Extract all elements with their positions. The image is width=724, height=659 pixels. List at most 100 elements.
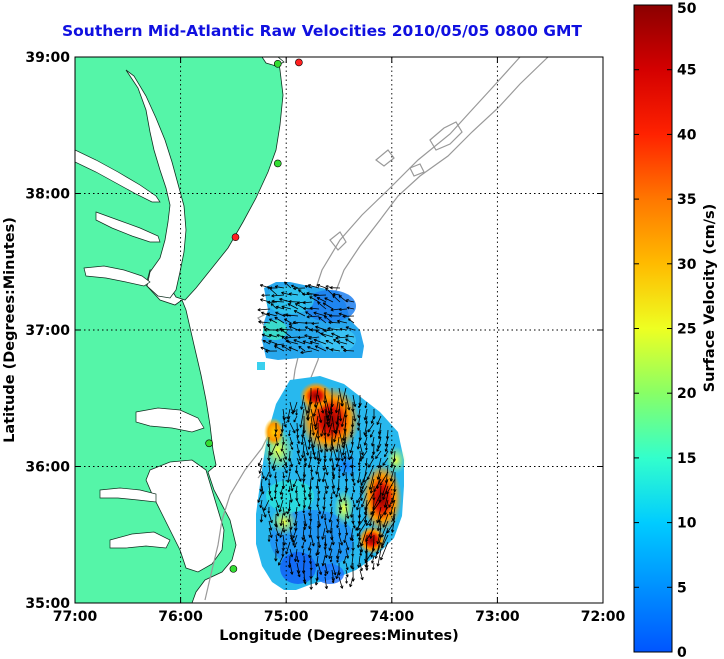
velocity-arrow [343,492,347,501]
velocity-arrow [364,548,375,564]
velocity-arrow [323,492,326,500]
velocity-arrow [323,329,334,333]
colorbar-tick-label: 50 [677,1,697,17]
velocity-arrow [377,506,389,523]
velocity-arrow [306,401,312,421]
velocity-arrow [309,306,320,311]
colorbar-tick-label: 20 [677,386,697,402]
velocity-arrow [323,315,334,324]
velocity-arrow [288,299,299,304]
colorbar-label: Surface Velocity (cm/s) [702,204,718,393]
velocity-arrow [345,334,355,338]
velocity-arrow [307,283,320,289]
velocity-arrow [293,548,298,562]
y-tick-label: 37:00 [25,323,70,339]
velocity-arrow [389,499,396,516]
velocity-arrow [274,316,285,324]
chesapeake-bay [125,69,187,299]
velocity-arrow [343,450,347,460]
velocity-arrow [327,326,341,331]
velocity-arrow [289,562,294,575]
velocity-arrow [274,345,285,352]
colorbar-ticks: 0 5 10 15 20 25 30 35 40 45 50 [634,1,697,659]
velocity-arrow [358,464,361,472]
velocity-arrow [364,429,368,438]
radar-station-marker [273,159,282,168]
velocity-arrow [327,422,333,437]
velocity-arrow [338,429,345,449]
velocity-arrow [317,301,327,310]
velocity-arrow [382,457,389,466]
velocity-arrow [281,344,292,352]
velocity-arrow [330,492,333,500]
velocity-arrow [325,287,334,296]
velocity-arrow [281,305,292,310]
velocity-arrow [301,541,305,549]
velocity-arrow [312,429,319,449]
velocity-arrow [373,478,382,493]
velocity-arrow [287,303,299,310]
velocity-arrow [268,340,278,345]
radar-station-marker [229,565,238,573]
velocity-arrow [388,492,396,508]
velocity-arrow [313,293,327,298]
velocity-arrow [330,308,341,312]
velocity-arrow [345,562,349,571]
velocity-arrow [261,485,265,495]
velocity-arrow [333,422,340,443]
y-tick-label: 36:00 [25,460,70,476]
velocity-arrow [357,408,361,418]
velocity-arrow [377,457,382,469]
velocity-arrow [338,534,344,546]
neuse-river [109,531,171,549]
velocity-arrow [390,457,396,468]
velocity-arrow [275,541,280,554]
x-tick-label: 72:00 [581,609,626,625]
velocity-arrow [260,346,271,352]
velocity-arrow [297,335,306,339]
velocity-arrow [288,429,291,437]
velocity-arrow [376,415,382,426]
velocity-arrow [345,548,350,559]
velocity-arrow [268,520,273,531]
velocity-arrow [280,492,284,500]
velocity-vectors [257,281,397,590]
velocity-arrow [275,450,282,462]
velocity-arrow [331,576,335,584]
velocity-arrow [357,457,361,466]
velocity-arrow [288,464,292,472]
velocity-arrow [371,555,375,564]
velocity-arrow [351,562,355,570]
velocity-arrow [301,548,305,556]
velocity-arrow [307,429,312,450]
velocity-arrow [275,506,280,517]
velocity-arrow [357,401,361,409]
velocity-arrow [329,286,341,290]
map-grid [75,57,603,603]
velocity-arrow [356,520,368,537]
velocity-arrow [331,562,337,576]
velocity-arrow [289,436,294,445]
velocity-arrow [335,569,340,580]
velocity-arrow [296,499,301,507]
velocity-arrow [345,506,350,519]
velocity-arrow [292,527,298,539]
velocity-arrow [314,415,319,431]
velocity-arrow [296,436,300,444]
velocity-arrow [295,408,298,416]
velocity-arrow [274,285,285,289]
velocity-arrow [327,408,333,428]
velocity-arrow [258,320,271,324]
velocity-arrow [386,520,396,534]
velocity-arrow [336,520,340,529]
velocity-arrow [281,335,292,345]
velocity-arrow [289,478,294,492]
velocity-arrow [293,513,298,527]
velocity-arrow [359,548,363,556]
colorbar-tick-label: 45 [677,63,696,79]
velocity-arrow [315,325,327,331]
velocity-arrow [371,562,375,570]
velocity-arrow [309,296,320,303]
velocity-arrow [320,422,326,437]
velocity-arrow [265,349,278,353]
